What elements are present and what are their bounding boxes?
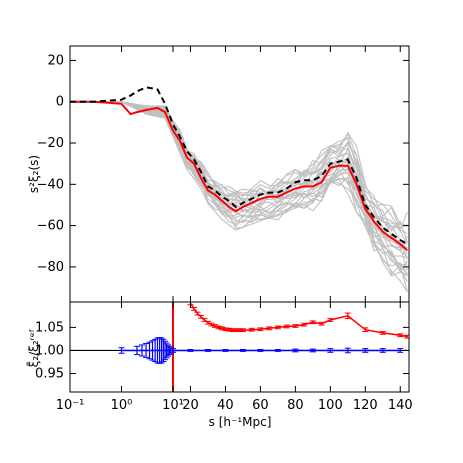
y-tick-label: 1.05: [35, 320, 64, 335]
blue-error-bar: [187, 349, 194, 352]
x-tick-label: 60: [252, 398, 269, 413]
red-error-bar: [362, 327, 369, 333]
y-tick-label: −60: [37, 219, 64, 234]
red-error-bar: [204, 320, 211, 325]
upper-series: [70, 86, 408, 252]
blue-error-bar: [160, 338, 167, 363]
red-error-bar: [292, 324, 299, 328]
mock-curve: [70, 101, 408, 227]
blue-error-bar: [327, 348, 334, 353]
blue-error-bar: [138, 344, 145, 357]
blue-error-bar: [162, 340, 169, 361]
y-tick-label: −80: [37, 260, 64, 275]
red-error-bar: [274, 325, 281, 330]
y-tick-label: 0: [56, 95, 64, 110]
red-error-bar: [215, 325, 222, 330]
mock-curve: [70, 101, 408, 231]
x-tick-label: 100: [318, 398, 343, 413]
x-tick-label: 140: [388, 398, 413, 413]
red-error-bar: [404, 334, 409, 339]
red-error-bar: [344, 312, 351, 320]
y-tick-label: −20: [37, 136, 64, 151]
x-tick-label: 10⁻¹: [56, 398, 85, 413]
blue-error-bar: [292, 348, 299, 353]
y-tick-label: 1.00: [35, 343, 64, 358]
blue-error-bar: [118, 347, 125, 354]
x-axis-label: s [h⁻¹Mpc]: [209, 415, 272, 429]
x-tick-label: 120: [353, 398, 378, 413]
blue-error-bar: [222, 349, 229, 352]
blue-error-bar: [149, 340, 156, 361]
x-tick-label: 20: [182, 398, 199, 413]
red-error-bar: [379, 331, 386, 335]
mock-curves: [70, 101, 408, 293]
blue-error-bar: [274, 349, 281, 352]
upper-y-axis-label: s²ξ₂(s): [27, 155, 41, 193]
red-error-bar: [208, 322, 215, 327]
red-error-bar: [248, 327, 255, 332]
red-error-bar: [239, 328, 246, 333]
blue-error-bar: [362, 348, 369, 353]
y-tick-label: 0.95: [35, 367, 64, 382]
blue-error-bar: [309, 348, 316, 353]
red-error-bar: [283, 324, 290, 329]
blue-error-bar: [397, 348, 404, 353]
red-error-bar: [318, 321, 325, 326]
red-error-bar: [211, 324, 218, 328]
red-error-bar: [197, 314, 204, 319]
lower-axes-frame: [69, 301, 410, 393]
red-error-bar: [194, 311, 201, 316]
upper-panel: 20 0 −20 −40 −60 −80: [37, 45, 410, 303]
x-tick-label: 10⁰: [111, 398, 133, 413]
lower-y-axis-label: ξ̄₂/ξ₂ʳᵉᶠ: [27, 329, 41, 368]
red-error-bar: [309, 320, 316, 325]
x-tick-label: 10¹: [162, 398, 184, 413]
blue-error-bar: [146, 341, 153, 360]
x-tick-label: 40: [217, 398, 234, 413]
blue-error-bar: [257, 349, 264, 352]
blue-error-bar: [163, 342, 170, 359]
black-dashed-line: [70, 86, 408, 246]
blue-error-bar: [239, 349, 246, 352]
red-error-bar: [266, 326, 273, 331]
y-tick-label: −40: [37, 177, 64, 192]
lower-series: [70, 302, 409, 392]
red-error-bar: [190, 307, 197, 311]
mock-curve: [70, 101, 408, 293]
upper-ticks: 20 0 −20 −40 −60 −80: [37, 46, 409, 302]
red-error-bar: [257, 327, 264, 332]
blue-error-bar: [379, 348, 386, 353]
red-ratio-line: [189, 302, 408, 338]
red-error-bar: [218, 326, 225, 331]
y-tick-label: 20: [47, 53, 64, 68]
red-error-bar: [397, 333, 404, 338]
blue-error-bar: [143, 343, 150, 358]
blue-error-bar: [170, 348, 176, 353]
red-solid-line: [70, 100, 408, 252]
red-error-bar: [301, 322, 308, 327]
blue-error-bar: [204, 349, 211, 352]
blue-error-bar: [344, 347, 351, 354]
blue-error-bar: [158, 337, 165, 364]
red-error-bar: [327, 318, 334, 322]
x-tick-label: 80: [287, 398, 304, 413]
blue-error-bar: [134, 345, 141, 356]
